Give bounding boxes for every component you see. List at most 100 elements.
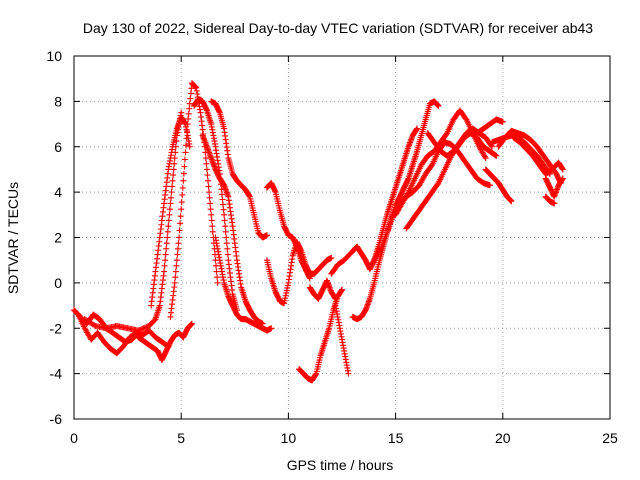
data-point — [222, 223, 229, 230]
data-point — [181, 156, 188, 163]
data-point — [186, 143, 193, 150]
series-track-16 — [328, 125, 421, 277]
data-point — [187, 90, 194, 97]
series-track-23 — [482, 166, 515, 205]
x-tick-label: 0 — [70, 430, 78, 446]
data-point — [183, 142, 190, 149]
series-track-10 — [212, 234, 275, 334]
data-point — [161, 268, 168, 275]
data-point — [206, 194, 213, 201]
data-point — [222, 228, 229, 235]
data-point — [221, 211, 228, 218]
data-point — [170, 166, 177, 173]
data-point — [177, 220, 184, 227]
data-point — [482, 155, 489, 162]
data-point — [203, 160, 210, 167]
data-point — [162, 251, 169, 258]
data-point — [551, 200, 558, 207]
series-track-26 — [510, 134, 566, 177]
y-tick-label: 0 — [54, 275, 62, 291]
data-point — [263, 232, 270, 239]
data-point — [180, 177, 187, 184]
data-point — [223, 240, 230, 247]
data-point — [481, 153, 488, 160]
series-track-9 — [208, 98, 270, 241]
data-point — [140, 325, 147, 332]
data-point — [214, 279, 221, 286]
x-tick-label: 10 — [281, 430, 297, 446]
data-point — [204, 172, 211, 179]
y-tick-label: -2 — [50, 320, 63, 336]
data-point — [414, 125, 421, 132]
data-point — [183, 135, 190, 142]
data-point — [178, 206, 185, 213]
tick-layer: 0 5 10 15 20 25 -6 -4 -2 0 2 4 6 8 10 — [46, 48, 618, 446]
data-point — [214, 274, 221, 281]
data-point — [162, 257, 169, 264]
data-point — [169, 177, 176, 184]
data-point — [172, 268, 179, 275]
series-track-19 — [392, 107, 489, 218]
data-point — [559, 175, 566, 182]
series-track-14 — [306, 277, 339, 302]
series-track-28 — [542, 193, 558, 207]
data-point — [176, 227, 183, 234]
data-point — [173, 257, 180, 264]
series-track-22 — [474, 116, 506, 137]
data-point — [181, 163, 188, 170]
series-track-21 — [424, 125, 496, 159]
data-point — [486, 182, 493, 189]
x-tick-label: 20 — [495, 430, 511, 446]
data-point — [224, 251, 231, 258]
y-tick-label: 4 — [54, 184, 62, 200]
data-point — [328, 254, 335, 261]
data-point — [435, 102, 442, 109]
data-point — [187, 95, 194, 102]
grid-layer — [74, 56, 610, 419]
chart-title: Day 130 of 2022, Sidereal Day-to-day VTE… — [83, 20, 593, 36]
data-point — [508, 198, 515, 205]
series-track-15 — [332, 302, 352, 377]
y-tick-label: 6 — [54, 139, 62, 155]
data-point — [205, 183, 212, 190]
data-point — [268, 325, 275, 332]
data-point — [219, 196, 226, 203]
data-point — [168, 194, 175, 201]
data-point — [186, 100, 193, 107]
data-point — [161, 262, 168, 269]
data-point — [184, 128, 191, 135]
series-track-8 — [199, 132, 266, 327]
data-point — [165, 223, 172, 230]
data-point — [205, 177, 211, 184]
data-point — [166, 211, 173, 218]
data-point — [223, 234, 230, 241]
data-point — [168, 189, 175, 196]
data-point — [167, 200, 174, 207]
x-axis-label: GPS time / hours — [287, 457, 394, 473]
data-point — [209, 223, 216, 230]
series-track-4 — [135, 320, 195, 364]
data-point — [224, 245, 231, 252]
data-point — [499, 118, 506, 125]
series-track-12 — [263, 239, 335, 307]
series-track-6 — [167, 80, 221, 320]
data-point — [142, 324, 149, 331]
data-point — [208, 217, 215, 224]
data-point — [207, 206, 214, 213]
data-layer — [71, 80, 566, 384]
data-point — [492, 152, 499, 159]
data-point — [221, 217, 228, 224]
data-point — [185, 115, 192, 122]
data-point — [186, 105, 193, 112]
series-track-3 — [81, 109, 185, 334]
data-point — [206, 189, 213, 196]
data-point — [174, 251, 181, 258]
data-point — [163, 245, 170, 252]
data-point — [182, 149, 189, 156]
data-point — [170, 172, 177, 179]
data-point — [184, 121, 191, 128]
data-point — [488, 142, 495, 149]
x-tick-label: 15 — [388, 430, 404, 446]
